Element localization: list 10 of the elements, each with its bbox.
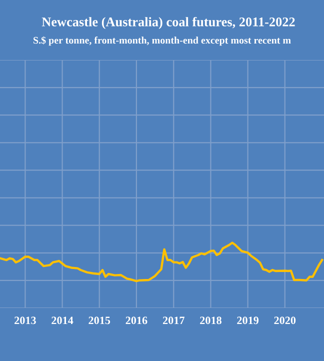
x-tick-label: 2017 — [162, 316, 184, 324]
x-tick-label: 2018 — [200, 316, 222, 324]
chart-subtitle: S.$ per tonne, front-month, month-end except most recent m — [34, 36, 291, 46]
x-tick-label: 2015 — [88, 316, 110, 324]
chart-title: Newcastle (Australia) coal futures, 2011-2022 — [42, 16, 295, 30]
x-tick-label: 2016 — [126, 316, 148, 324]
x-tick-label: 2013 — [14, 316, 36, 324]
x-tick-label: 2014 — [52, 316, 74, 324]
x-tick-label: 2019 — [237, 316, 259, 324]
x-tick-label: 2020 — [274, 316, 296, 324]
